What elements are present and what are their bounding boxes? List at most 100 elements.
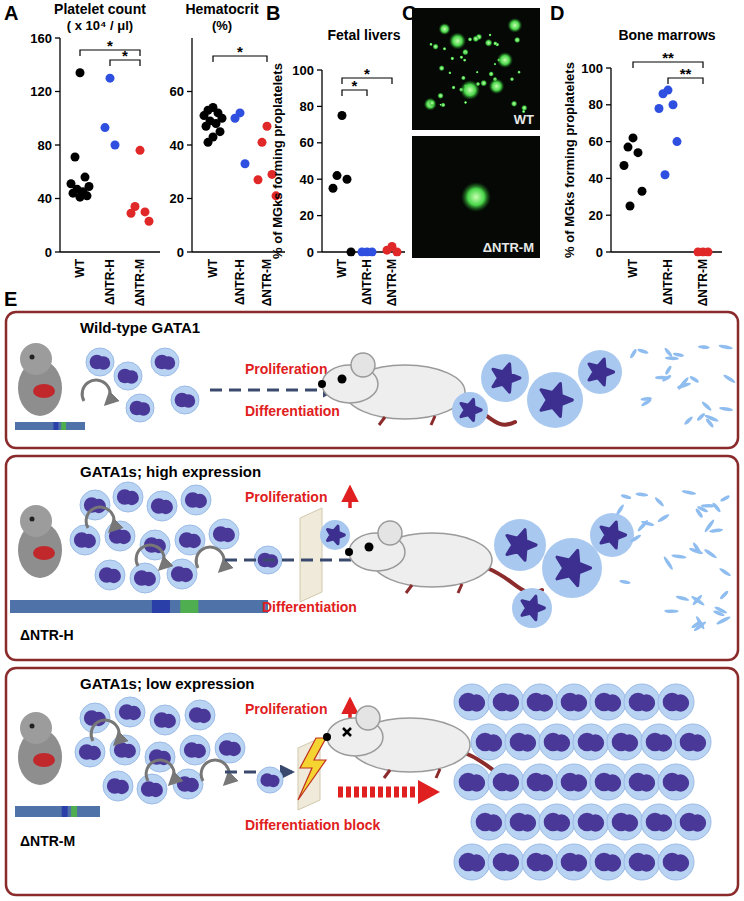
cell [658, 684, 694, 720]
y-tick-label: 20 [170, 191, 184, 206]
dot [655, 104, 664, 113]
platelet [713, 609, 726, 617]
cell [86, 348, 114, 376]
y-axis-label: % of MGks forming proplatelets [270, 63, 285, 259]
dot [241, 159, 250, 168]
increase-arrow [348, 700, 352, 720]
dot [258, 138, 267, 147]
cell [126, 394, 154, 422]
cell [658, 844, 694, 880]
nucleus [621, 814, 638, 831]
mouse-nose [323, 733, 331, 741]
cell [173, 769, 203, 799]
y-tick [606, 67, 611, 68]
cell [556, 684, 592, 720]
cell [675, 804, 711, 840]
nucleus [127, 706, 141, 720]
dot [347, 248, 356, 257]
cell [181, 485, 211, 515]
y-tick-label: 40 [38, 191, 52, 206]
nucleus [185, 778, 199, 792]
mk-nucleus [507, 530, 536, 561]
micrograph [412, 8, 540, 130]
dot [638, 187, 647, 196]
x-tick-label: ΔNTR-M [385, 259, 399, 306]
nucleus [502, 694, 519, 711]
platelet [693, 620, 707, 632]
differentiation-arrow [225, 559, 372, 562]
proliferation-loop [86, 507, 114, 531]
nucleus [125, 370, 138, 383]
fluorescent-spot [439, 103, 442, 106]
x-axis [60, 251, 160, 252]
cell [539, 724, 575, 760]
embryo-head [20, 343, 52, 375]
fluorescent-spot [488, 71, 494, 77]
platelet [635, 492, 648, 497]
platelet [689, 375, 700, 384]
dot [202, 122, 211, 131]
cell [590, 684, 626, 720]
nucleus [187, 534, 201, 548]
platelet [719, 406, 733, 412]
dot [231, 114, 240, 123]
x-tick-label: WT [73, 258, 87, 277]
cell [215, 733, 245, 763]
megakaryocyte [542, 538, 602, 598]
platelet [664, 365, 672, 375]
y-tick [317, 142, 322, 143]
fluorescent-spot [464, 101, 468, 105]
y-tick [606, 178, 611, 179]
proliferation-loop [201, 760, 229, 784]
y-tick-label: 20 [589, 208, 603, 223]
dot [368, 248, 377, 257]
platelet [677, 376, 690, 391]
y-tick [606, 141, 611, 142]
nucleus [621, 734, 638, 751]
dot [76, 68, 85, 77]
platelet [703, 519, 715, 534]
schematic-box [6, 312, 738, 448]
cell [573, 804, 609, 840]
y-tick [317, 179, 322, 180]
mouse-feet [406, 584, 462, 593]
platelet [629, 348, 637, 359]
y-tick [317, 215, 322, 216]
nucleus [689, 734, 706, 751]
y-tick [187, 144, 192, 145]
chart-title: Hematocrit [185, 1, 258, 17]
dot [704, 248, 713, 257]
platelet [698, 345, 710, 350]
x-tick-label: WT [626, 258, 640, 277]
cell [137, 774, 167, 804]
dot [101, 123, 110, 132]
cell [103, 771, 133, 801]
chart-title: Fetal livers [327, 27, 400, 43]
fluorescent-spot [442, 47, 446, 51]
y-tick-label: 20 [300, 208, 314, 223]
dot [204, 138, 213, 147]
mouse-ear [351, 353, 375, 377]
nucleus [604, 694, 621, 711]
y-tick [606, 104, 611, 105]
nucleus [142, 572, 156, 586]
fetal-liver [33, 753, 55, 767]
cell [505, 724, 541, 760]
cell [115, 697, 145, 727]
cell [95, 560, 125, 590]
y-tick-label: 40 [170, 138, 184, 153]
fluorescent-spot [507, 18, 522, 33]
schematic-box [6, 456, 738, 660]
platelet [711, 502, 721, 513]
chart: Bone marrows% of MGks forming proplatele… [562, 27, 722, 306]
y-tick [55, 198, 60, 199]
significance-label: * [237, 43, 243, 60]
dot [254, 175, 263, 184]
nucleus [570, 694, 587, 711]
nucleus [117, 530, 131, 544]
nucleus [553, 814, 570, 831]
nucleus [221, 528, 235, 542]
locus-segment [152, 600, 170, 613]
x-tick-label: ΔNTR-H [103, 259, 117, 305]
cell [607, 724, 643, 760]
